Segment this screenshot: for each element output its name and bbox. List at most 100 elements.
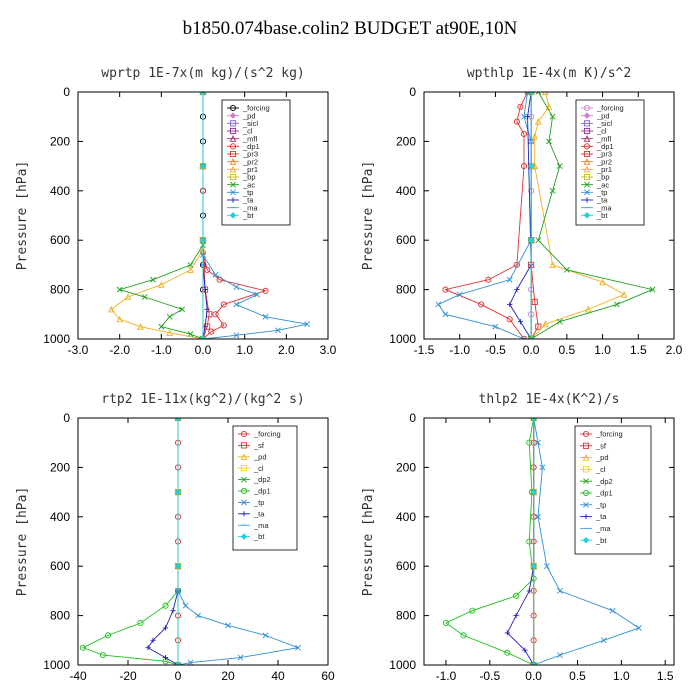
legend-marker	[229, 127, 237, 135]
series-pr3-point	[535, 323, 542, 330]
series-ta-point	[524, 114, 531, 120]
legend-label: _sf	[595, 441, 607, 450]
legend-label: _ma	[595, 524, 611, 533]
x-tick-label: 0.5	[559, 343, 576, 357]
series-ta-point	[526, 588, 532, 594]
legend-marker	[583, 514, 589, 520]
x-tick-label: -3.0	[68, 343, 89, 357]
series-pr1-point	[584, 305, 592, 313]
legend-marker	[582, 430, 590, 438]
legend-marker	[583, 158, 591, 165]
legend-label: _bt	[253, 532, 265, 541]
y-tick-label: 800	[50, 609, 70, 623]
series-pr1-point	[187, 266, 194, 273]
x-tick-label: 0.0	[525, 669, 542, 683]
series-ta-point	[507, 301, 513, 308]
panel-4: thlp2 1E-4x(K^2)/s Pressure [hPa] -1.0 -0.5…	[361, 392, 675, 683]
series-tp-point	[262, 313, 269, 320]
legend-label: _cl	[242, 127, 253, 136]
series-dp1-line	[81, 418, 179, 665]
legend-marker	[240, 430, 248, 438]
series-tp-point	[212, 271, 219, 278]
series-ta-point	[150, 637, 156, 643]
series-pr3-point	[531, 298, 538, 306]
series-pr1-point	[620, 290, 628, 298]
series-ta-point	[513, 613, 519, 619]
series-dp1-point	[506, 316, 513, 323]
series-tp-point	[233, 284, 240, 291]
legend-marker	[229, 135, 237, 142]
series-ac-point	[528, 336, 535, 339]
legend-marker	[584, 189, 590, 196]
y-tick-label: 400	[50, 184, 70, 198]
series-ac-point	[535, 92, 542, 95]
legend-label: _ac	[242, 180, 255, 189]
series-tp-point	[543, 563, 550, 570]
legend-marker	[583, 212, 591, 219]
x-tick-label: 2.0	[666, 343, 683, 357]
series-ac-point	[549, 113, 556, 120]
series-bt-point	[530, 661, 537, 665]
legend-label: _pd	[253, 452, 267, 461]
legend-label: _dp2	[253, 475, 271, 484]
series-pr1-point	[137, 323, 144, 330]
series-ac-point	[546, 138, 552, 145]
panel-title: wpthlp 1E-4x(m K)/s^2	[467, 66, 631, 81]
legend-label: _pr2	[242, 157, 258, 166]
series-pr1-point	[542, 92, 549, 96]
series-dp1-line	[443, 92, 528, 339]
x-tick-label: -2.0	[109, 343, 130, 357]
legend-marker	[583, 478, 589, 485]
legend-marker	[583, 150, 591, 158]
legend-marker	[584, 197, 590, 203]
series-tp-point	[295, 644, 301, 651]
plot-frame	[77, 91, 329, 340]
series-bt-point	[174, 661, 182, 665]
y-axis-label: Pressure [hPa]	[15, 161, 30, 271]
legend-label: _ma	[253, 521, 269, 530]
legend-label: _dp2	[595, 477, 613, 486]
series-tp-point	[200, 92, 206, 95]
series-tp-line	[437, 92, 532, 339]
legend: _forcing _sf _pd _cl _dp2 _dp1 _tp _ta _ma _bt	[574, 425, 652, 555]
series-dp1-point	[137, 619, 144, 627]
legend-marker	[582, 489, 590, 497]
legend-marker	[229, 212, 237, 219]
series-tp-point	[539, 464, 546, 471]
series-pr1-point	[124, 293, 132, 301]
series-ac-point	[549, 187, 556, 194]
series-pr1-point	[108, 305, 115, 313]
y-axis-label: Pressure [hPa]	[361, 487, 376, 597]
series-dp1-line	[445, 418, 535, 665]
series-ta-point	[170, 608, 176, 614]
series-dp1-point	[526, 439, 533, 446]
legend-label: _mfl	[242, 134, 258, 143]
legend-marker	[229, 143, 237, 150]
legend-label: _forcing	[242, 104, 270, 113]
series-ta-point	[517, 319, 524, 325]
series-ta-line	[202, 92, 208, 339]
series-dp1-point	[220, 301, 227, 308]
series-bt-point	[199, 236, 207, 244]
series-pr1-point	[531, 132, 539, 140]
y-tick-label: 200	[396, 134, 416, 148]
y-tick-label: 600	[396, 559, 416, 573]
series-bt-point	[527, 236, 535, 244]
legend-label: _forcing	[595, 430, 623, 439]
x-tick-label: 0	[175, 669, 182, 683]
legend-label: _ta	[242, 196, 254, 205]
series-tp-point	[521, 336, 527, 339]
series-pr1-line	[530, 92, 626, 339]
y-tick-label: 1000	[43, 658, 70, 672]
legend-label: _dp1	[242, 142, 260, 151]
y-tick-label: 200	[50, 134, 70, 148]
series-ac-point	[179, 306, 186, 313]
series-tp-point	[609, 607, 616, 614]
x-tick-label: 1.0	[613, 669, 630, 683]
legend-label: _forcing	[253, 430, 281, 439]
series-pr1-point	[549, 261, 556, 268]
series-tp-point	[557, 587, 563, 594]
series-ac-point	[141, 294, 148, 300]
x-tick-label: 3.0	[320, 343, 337, 357]
x-tick-label: -0.5	[479, 669, 500, 683]
